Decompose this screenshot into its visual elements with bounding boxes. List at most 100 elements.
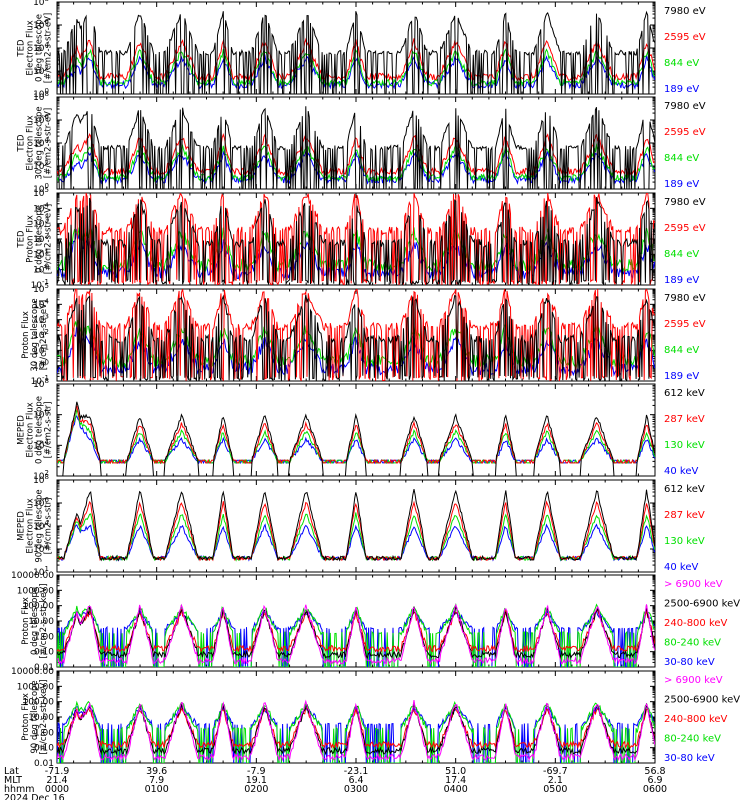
- y-axis-label: Proton Flux90 deg telescope[#/cm2-s-str-…: [21, 680, 49, 755]
- x-row-value: 6.4: [348, 775, 363, 786]
- x-row-value: 17.4: [445, 775, 466, 786]
- legend-entry: 80-240 keV: [664, 638, 721, 649]
- panel-legend: 612 keV 287 keV 130 keV 40 keV: [664, 388, 705, 477]
- x-row-value: 7.9: [149, 775, 164, 786]
- legend-entry: 130 keV: [664, 536, 705, 547]
- series-line: [57, 10, 655, 94]
- y-tick-label: 102: [33, 64, 49, 77]
- x-row-value: 19.1: [246, 775, 267, 786]
- series-group: [57, 289, 655, 381]
- series-line: [57, 703, 655, 763]
- series-group: [57, 106, 655, 189]
- series-line: [57, 603, 655, 666]
- series-group: [57, 10, 655, 94]
- y-tick-label: 108: [33, 473, 49, 486]
- panel-5: 108 106 104 102 MEPEDElectron Flux0 deg tele…: [17, 377, 705, 482]
- y-tick-label: 10-1: [31, 374, 49, 387]
- series-line: [57, 294, 655, 381]
- panel-legend: 7980 eV 2595 eV 844 eV 189 eV: [664, 293, 706, 382]
- legend-entry: 80-240 keV: [664, 734, 721, 745]
- y-tick-label: 104: [33, 297, 49, 310]
- y-tick-label: 100.00: [23, 698, 55, 708]
- series-line: [57, 197, 655, 285]
- y-tick-label: 108: [33, 377, 49, 390]
- x-row-value: 21.4: [46, 775, 67, 786]
- y-axis-label: MEPEDElectron Flux90 deg telescope[#/cm2…: [17, 489, 54, 562]
- legend-entry: 844 eV: [664, 153, 699, 164]
- legend-entry: 40 keV: [664, 466, 698, 477]
- y-tick-label: 1000.00: [17, 682, 54, 692]
- panel-legend: 7980 eV 2595 eV 844 eV 189 eV: [664, 101, 706, 190]
- y-tick-label: 0.01: [34, 759, 54, 769]
- y-tick-label: 10000.00: [11, 667, 54, 677]
- y-tick-label: 102: [33, 542, 49, 555]
- series-line: [57, 143, 655, 183]
- y-tick-label: 101: [33, 343, 49, 356]
- legend-entry: 30-80 keV: [664, 753, 715, 764]
- y-tick-label: 100: [33, 263, 49, 276]
- y-tick-label: 108: [33, 90, 49, 103]
- y-tick-label: 101: [33, 565, 49, 578]
- y-tick-label: 101: [33, 247, 49, 260]
- y-tick-label: 102: [33, 328, 49, 341]
- series-line: [57, 699, 655, 762]
- legend-entry: 2595 eV: [664, 319, 706, 330]
- x-row-value: 0200: [244, 784, 268, 795]
- y-tick-label: 108: [33, 0, 49, 8]
- y-tick-label: 102: [33, 159, 49, 172]
- x-row-value: 0400: [444, 784, 468, 795]
- legend-entry: 2500-6900 keV: [664, 695, 740, 706]
- y-tick-label: 10.00: [28, 713, 54, 723]
- series-line: [57, 608, 655, 654]
- panel-1: 108 106 104 102 100 TEDElectron Flux0 deg tel…: [17, 0, 706, 100]
- panel-2: 108 106 104 102 100 TEDElectron Flux30 deg te…: [17, 90, 706, 195]
- legend-entry: 844 eV: [664, 249, 699, 260]
- series-group: [57, 193, 655, 285]
- y-tick-label: 1000.00: [17, 586, 54, 596]
- y-tick-label: 1.00: [34, 728, 54, 738]
- legend-entry: 240-800 keV: [664, 714, 728, 725]
- y-axis-label: TEDProton Flux0 deg telescope[#/cm2-s-st…: [17, 204, 54, 274]
- x-row-value: 0000: [45, 784, 69, 795]
- legend-entry: 287 keV: [664, 510, 705, 521]
- y-tick-label: 104: [33, 136, 49, 149]
- y-tick-label: 103: [33, 313, 49, 326]
- x-row-value: 0600: [643, 784, 667, 795]
- x-row-label: hhmm: [4, 784, 35, 795]
- x-row-label: MLT: [4, 775, 22, 786]
- y-tick-label: 106: [33, 496, 49, 509]
- x-row-value: 0500: [543, 784, 567, 795]
- legend-entry: 240-800 keV: [664, 618, 728, 629]
- legend-entry: > 6900 keV: [664, 675, 723, 686]
- legend-entry: 844 eV: [664, 345, 699, 356]
- legend-entry: 612 keV: [664, 484, 705, 495]
- y-tick-label: 10.00: [28, 617, 54, 627]
- y-tick-label: 102: [33, 232, 49, 245]
- x-row-value: 2.1: [548, 775, 563, 786]
- legend-entry: 7980 eV: [664, 6, 706, 17]
- legend-entry: 189 eV: [664, 84, 699, 95]
- x-row-value: 39.6: [146, 766, 167, 777]
- y-tick-label: 1.00: [34, 632, 54, 642]
- x-row-value: 51.0: [445, 766, 466, 777]
- panel-8: 10000.00 1000.00 100.00 10.00 1.00 0.10 0.01 Pr…: [11, 667, 740, 769]
- panel-legend: > 6900 keV 2500-6900 keV 240-800 keV 80-240…: [664, 579, 740, 668]
- series-line: [57, 106, 655, 189]
- panel-4: 105 104 103 102 101 100 10-1 Proton Flux30 deg …: [21, 282, 706, 387]
- y-axis-label: TEDElectron Flux0 deg telescope[#/cm2-s-…: [17, 13, 54, 83]
- y-tick-label: 106: [33, 408, 49, 421]
- y-tick-label: 0.01: [34, 663, 54, 673]
- legend-entry: 130 keV: [664, 440, 705, 451]
- legend-entry: > 6900 keV: [664, 579, 723, 590]
- x-row-value: -7.9: [247, 766, 266, 777]
- x-row-value: 6.9: [647, 775, 662, 786]
- legend-entry: 189 eV: [664, 179, 699, 190]
- x-row-label: Lat: [4, 766, 19, 777]
- y-tick-label: 100: [33, 87, 49, 100]
- y-tick-label: 10-1: [31, 278, 49, 291]
- series-line: [57, 489, 655, 562]
- series-line: [57, 409, 655, 465]
- legend-entry: 30-80 keV: [664, 657, 715, 668]
